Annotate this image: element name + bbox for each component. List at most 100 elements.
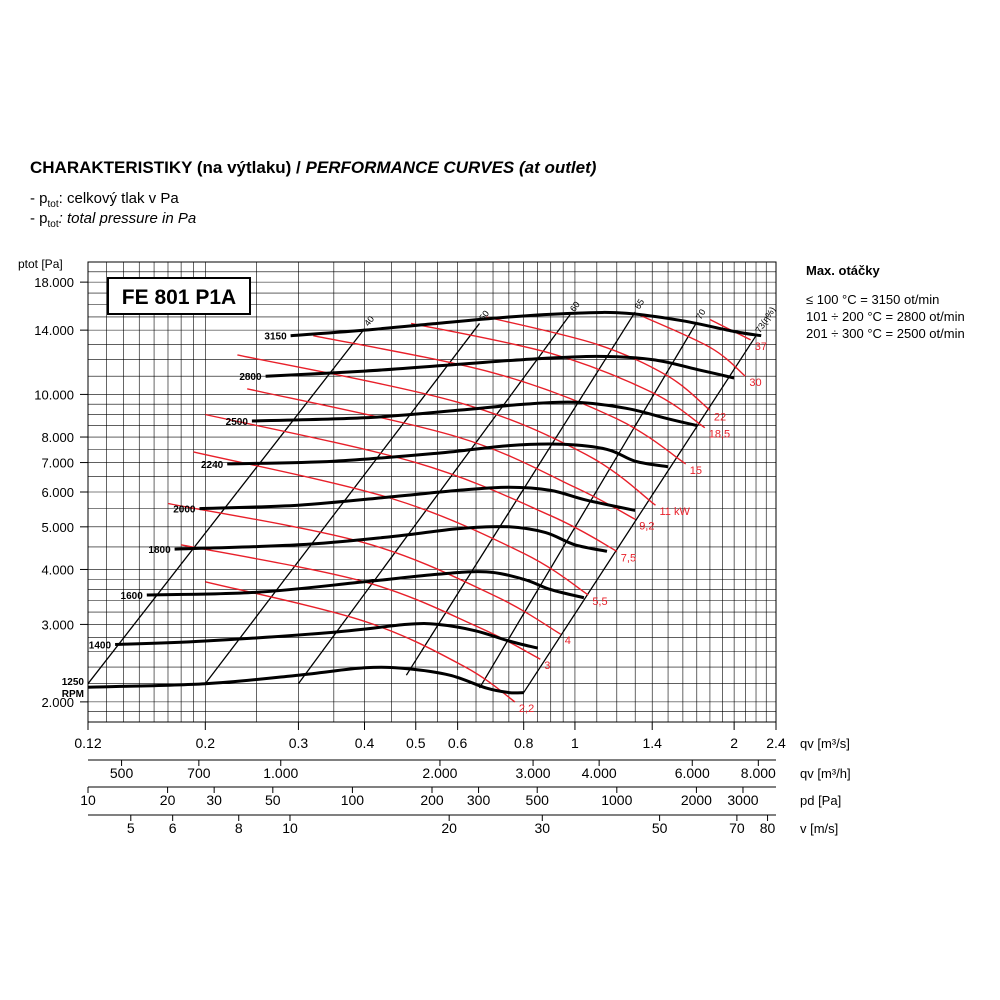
- page-heading: CHARAKTERISTIKY (na výtlaku) / PERFORMAN…: [30, 158, 596, 178]
- power-label: 37: [755, 341, 767, 353]
- y-tick-label: 5.000: [41, 520, 74, 535]
- y-tick-label: 3.000: [41, 617, 74, 632]
- power-curve: [410, 322, 706, 429]
- secondary-axis-label: v [m/s]: [800, 821, 838, 836]
- efficiency-line: [523, 335, 757, 693]
- secondary-tick-label: 50: [265, 792, 281, 808]
- y-tick-label: 10.000: [34, 387, 74, 402]
- power-label: 7,5: [621, 552, 636, 564]
- efficiency-line: [405, 311, 636, 676]
- legend-line-en: - ptot: total pressure in Pa: [30, 210, 197, 230]
- power-curve: [634, 312, 746, 377]
- power-curve: [205, 581, 516, 703]
- secondary-tick-label: 700: [187, 765, 211, 781]
- speed-label: 1600: [121, 591, 144, 602]
- efficiency-label: 70: [694, 307, 708, 321]
- secondary-tick-label: 6: [169, 820, 177, 836]
- secondary-tick-label: 10: [282, 820, 298, 836]
- secondary-tick-label: 3.000: [516, 765, 551, 781]
- power-label: 18,5: [709, 429, 730, 441]
- speed-curve: [115, 622, 538, 650]
- secondary-tick-label: 70: [729, 820, 745, 836]
- efficiency-line: [204, 323, 481, 685]
- speed-label-unit: RPM: [62, 689, 84, 700]
- speed-label: 2000: [173, 505, 196, 516]
- y-tick-label: 6.000: [41, 485, 74, 500]
- power-curve: [180, 544, 541, 660]
- speed-curve: [227, 442, 669, 469]
- power-label: 4: [565, 635, 571, 647]
- power-curve: [205, 413, 618, 552]
- x-tick-label: 0.5: [406, 735, 426, 751]
- power-curve: [486, 316, 711, 411]
- x-tick-label: 1.4: [642, 735, 662, 751]
- secondary-tick-label: 500: [110, 765, 134, 781]
- max-speed-line-2: 101 ÷ 200 °C = 2800 ot/min: [806, 309, 965, 324]
- heading-cz: CHARAKTERISTIKY (na výtlaku) /: [30, 158, 306, 177]
- secondary-tick-label: 80: [760, 820, 776, 836]
- chart-title: FE 801 P1A: [122, 286, 236, 309]
- x-tick-label: 2: [730, 735, 738, 751]
- efficiency-label: 50: [477, 309, 491, 323]
- speed-curve: [174, 525, 608, 553]
- secondary-tick-label: 30: [206, 792, 222, 808]
- efficiency-line: [297, 314, 571, 685]
- x-tick-label: 0.2: [196, 735, 216, 751]
- secondary-tick-label: 6.000: [675, 765, 710, 781]
- heading-en: PERFORMANCE CURVES (at outlet): [305, 158, 597, 177]
- y-tick-label: 7.000: [41, 456, 74, 471]
- chart-title-box: [107, 277, 251, 315]
- x-tick-label: 0.6: [448, 735, 468, 751]
- secondary-tick-label: 10: [80, 792, 96, 808]
- speed-label: 2240: [201, 460, 224, 471]
- secondary-tick-label: 2000: [681, 792, 712, 808]
- y-tick-label: 4.000: [41, 562, 74, 577]
- secondary-tick-label: 20: [441, 820, 457, 836]
- secondary-tick-label: 300: [467, 792, 491, 808]
- power-label: 30: [749, 377, 761, 389]
- secondary-tick-label: 50: [652, 820, 668, 836]
- speed-label: 1800: [148, 545, 171, 556]
- power-label: 9,2: [639, 520, 654, 532]
- speed-curve: [87, 665, 524, 695]
- speed-label: 1400: [89, 641, 112, 652]
- power-label: 15: [690, 465, 702, 477]
- speed-curve: [199, 485, 636, 512]
- secondary-axis-label: pd [Pa]: [800, 793, 841, 808]
- efficiency-line: [87, 328, 366, 685]
- power-label: 11 kW: [659, 506, 690, 518]
- secondary-tick-label: 4.000: [582, 765, 617, 781]
- x-tick-label: 0.12: [74, 735, 101, 751]
- x-tick-label: 0.8: [514, 735, 534, 751]
- power-label: 2,2: [519, 703, 534, 715]
- chart-axes: [80, 281, 777, 821]
- x-axis-label: qv [m³/s]: [800, 736, 850, 751]
- speed-curves: [87, 310, 762, 695]
- secondary-tick-label: 8.000: [741, 765, 776, 781]
- speed-curve: [251, 400, 698, 427]
- y-tick-label: 2.000: [41, 695, 74, 710]
- secondary-tick-label: 20: [160, 792, 176, 808]
- secondary-tick-label: 3000: [727, 792, 758, 808]
- secondary-tick-label: 200: [420, 792, 444, 808]
- secondary-tick-label: 100: [341, 792, 365, 808]
- power-curve: [247, 388, 636, 520]
- x-tick-label: 1: [571, 735, 579, 751]
- max-speed-box: Max. otáčky ≤ 100 °C = 3150 ot/min 101 ÷…: [806, 262, 965, 342]
- power-curves: [167, 312, 752, 703]
- y-tick-label: 14.000: [34, 323, 74, 338]
- power-curve: [313, 335, 687, 465]
- power-curve: [167, 502, 562, 635]
- power-label: 22: [714, 411, 726, 423]
- power-curve: [237, 354, 656, 506]
- speed-curve: [265, 354, 735, 380]
- speed-label: 2500: [226, 417, 249, 428]
- y-axis-label: ptot [Pa]: [18, 257, 63, 271]
- speed-label: 2800: [239, 372, 262, 383]
- secondary-tick-label: 1000: [601, 792, 632, 808]
- efficiency-label: 65: [632, 297, 646, 311]
- efficiency-label: 60: [568, 300, 582, 314]
- secondary-tick-label: 30: [534, 820, 550, 836]
- speed-curve: [290, 310, 762, 338]
- y-tick-label: 8.000: [41, 430, 74, 445]
